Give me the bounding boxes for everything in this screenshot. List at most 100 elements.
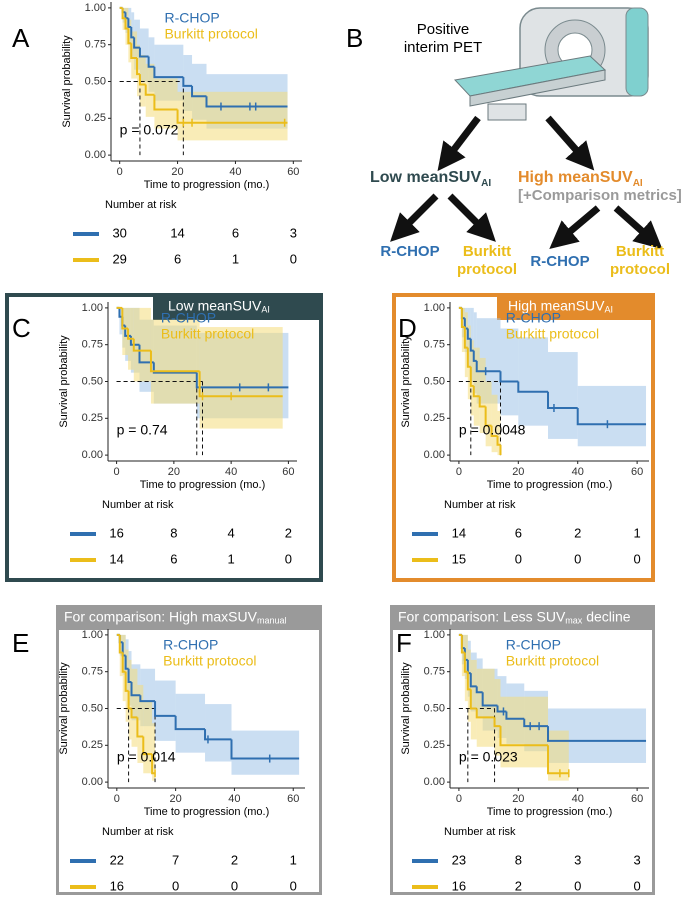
ci-band: [131, 31, 138, 79]
risk-number: 3: [574, 852, 581, 867]
ci-band: [125, 7, 129, 45]
leaf-label: protocol: [457, 261, 517, 278]
risk-title: Number at risk: [105, 199, 177, 211]
y-tick-label: 0.50: [82, 702, 103, 714]
p-value: p = 0.0048: [459, 421, 526, 437]
header-main: For comparison: Less SUV: [398, 608, 566, 624]
legend-label: Burkitt protocol: [506, 326, 599, 342]
km-step: [547, 745, 569, 775]
risk-number: 29: [112, 251, 126, 266]
y-tick-label: 0.00: [424, 449, 445, 461]
km-step: [493, 717, 501, 728]
ci-band: [119, 307, 123, 335]
x-tick-label: 40: [572, 793, 584, 805]
x-tick-label: 40: [572, 466, 584, 478]
risk-number: 1: [228, 551, 235, 566]
risk-title: Number at risk: [444, 499, 516, 511]
legend-label: R-CHOP: [506, 310, 561, 326]
panel-letter: C: [12, 313, 31, 343]
x-axis-label: Time to progression (mo.): [140, 479, 266, 491]
risk-number: 0: [574, 878, 581, 893]
legend-label: Burkitt protocol: [163, 653, 256, 669]
leaf-label: R-CHOP: [530, 253, 589, 270]
km-step: [121, 7, 126, 20]
risk-number: 0: [231, 878, 238, 893]
km-step: [130, 682, 141, 697]
ci-band: [461, 634, 465, 677]
header-sub: manual: [257, 616, 287, 626]
km-step: [523, 718, 549, 728]
km-step: [151, 754, 156, 775]
p-value: p = 0.072: [120, 121, 179, 137]
panel-letter: A: [12, 23, 30, 53]
x-tick-label: 40: [225, 466, 237, 478]
km-step: [124, 12, 129, 20]
p-value: p = 0.74: [117, 421, 168, 437]
risk-title: Number at risk: [102, 499, 174, 511]
risk-title: Number at risk: [444, 826, 516, 838]
header-text: Low meanSUVAI: [168, 297, 270, 315]
km-step: [478, 396, 486, 408]
header-text: High meanSUVAI: [508, 297, 613, 315]
km-step: [138, 47, 149, 58]
km-step: [154, 701, 176, 717]
risk-number: 8: [170, 525, 177, 540]
y-axis-label: Survival probability: [58, 662, 70, 755]
km-step: [127, 328, 134, 340]
risk-number: 0: [515, 551, 522, 566]
risk-number: 2: [515, 878, 522, 893]
risk-number: 0: [634, 878, 641, 893]
header-text: For comparison: Less SUVmax decline: [398, 608, 631, 626]
km-step: [469, 689, 477, 710]
km-step: [153, 94, 178, 111]
panel-letter: F: [396, 628, 412, 658]
y-tick-label: 1.00: [424, 629, 445, 641]
ci-band: [548, 730, 569, 781]
km-step: [191, 85, 207, 98]
risk-number: 2: [285, 525, 292, 540]
ci-band: [467, 649, 471, 722]
diagram-arrows: [390, 115, 663, 250]
p-value: p = 0.014: [117, 748, 176, 764]
km-step: [127, 28, 132, 45]
x-axis-label: Time to progression (mo.): [144, 806, 270, 818]
ci-band: [461, 307, 465, 353]
risk-number: 30: [112, 225, 126, 240]
ci-band: [155, 680, 176, 741]
km-step: [176, 109, 288, 124]
ci-band: [150, 319, 200, 404]
x-tick-label: 60: [287, 166, 299, 178]
x-tick-label: 0: [114, 466, 120, 478]
km-step: [195, 372, 289, 389]
risk-number: 3: [290, 225, 297, 240]
risk-number: 6: [232, 225, 239, 240]
y-tick-label: 1.00: [82, 302, 103, 314]
km-step: [475, 360, 501, 373]
x-tick-label: 0: [114, 793, 120, 805]
ci-band: [464, 634, 468, 702]
header-main: Low meanSUV: [168, 297, 262, 313]
ci-band: [473, 347, 480, 426]
y-tick-label: 1.00: [85, 2, 106, 14]
ci-band: [131, 668, 138, 747]
km-step: [481, 692, 498, 707]
scanner-drawing: [454, 7, 649, 121]
risk-number: 7: [172, 852, 179, 867]
y-tick-label: 0.50: [82, 375, 103, 387]
ci-band: [183, 55, 193, 111]
risk-number: 22: [110, 852, 124, 867]
y-tick-label: 0.00: [82, 776, 103, 788]
panel-letter: D: [398, 313, 417, 343]
header-main: For comparison: High maxSUV: [64, 608, 258, 624]
km-step: [121, 652, 126, 673]
ci-band: [125, 649, 129, 722]
x-tick-label: 40: [229, 166, 241, 178]
risk-number: 0: [634, 551, 641, 566]
km-step: [466, 671, 471, 691]
y-axis-label: Survival probability: [400, 335, 412, 428]
km-step: [547, 726, 647, 742]
x-axis-label: Time to progression (mo.): [144, 179, 270, 191]
header-text: For comparison: High maxSUVmanual: [64, 608, 286, 626]
y-tick-label: 0.25: [424, 412, 445, 424]
ci-band: [143, 701, 153, 774]
